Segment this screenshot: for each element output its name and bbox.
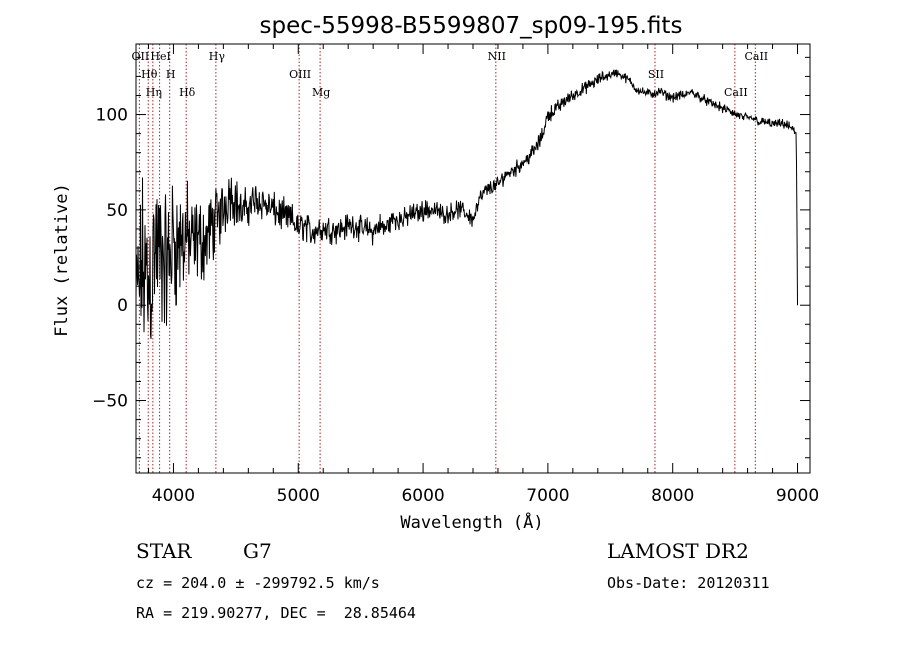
x-tick-label: 4000 [152,486,195,506]
x-tick-label: 8000 [651,486,694,506]
y-tick-label: −50 [92,392,128,412]
x-tick-label: 6000 [401,486,444,506]
x-axis-ticks: 4000 5000 6000 7000 8000 9000 [147,44,819,506]
redshift-info: cz = 204.0 ± -299792.5 km/s [136,574,380,592]
object-subclass: G7 [243,539,272,563]
observation-date: Obs-Date: 20120311 [607,574,770,592]
y-tick-label: 0 [117,296,128,316]
spectral-line-label: SII [648,68,664,81]
spectral-line-label: Hθ [141,68,158,81]
spectral-line-label: NII [488,50,506,63]
y-tick-label: 50 [106,201,128,221]
y-axis-ticks: −50 0 50 100 [92,56,810,459]
spectral-line-label: Mg [312,86,330,99]
y-tick-label: 100 [96,106,128,126]
x-tick-label: 5000 [277,486,320,506]
plot-frame [135,43,811,474]
spectral-line-label: HeI [150,50,170,63]
spectral-line-label: CaII [744,50,768,63]
x-tick-label: 9000 [776,486,819,506]
chart-title: spec-55998-B5599807_sp09-195.fits [260,13,683,39]
spectral-line-label: Hγ [209,50,226,63]
spectral-line-label: OII [132,50,150,63]
y-axis-label: Flux (relative) [52,183,72,337]
spectrum-line [135,69,798,339]
spectral-line-label: OIII [289,68,311,81]
spectral-line-markers [138,44,756,473]
spectral-line-label: Hδ [179,86,196,99]
object-class: STAR [136,539,192,563]
spectrum-series [135,69,798,339]
coordinates: RA = 219.90277, DEC = 28.85464 [136,604,416,622]
spectral-line-label: H [166,68,176,81]
spectral-line-label: CaII [724,86,748,99]
spectral-line-label: Hη [146,86,162,99]
x-tick-label: 7000 [526,486,569,506]
x-axis-label: Wavelength (Å) [400,511,543,533]
survey-name: LAMOST DR2 [607,539,749,563]
